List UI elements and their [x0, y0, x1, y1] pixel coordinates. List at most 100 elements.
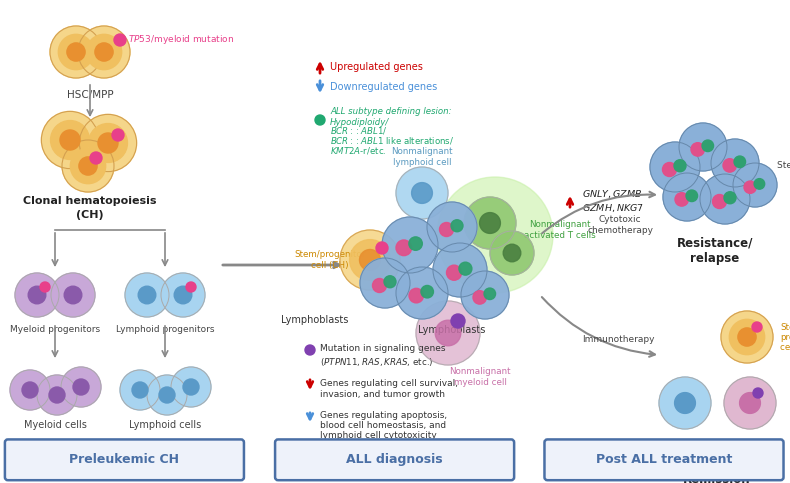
Circle shape [132, 382, 148, 398]
Circle shape [315, 115, 325, 125]
Circle shape [412, 183, 432, 203]
Text: Mutation in signaling genes: Mutation in signaling genes [320, 344, 446, 353]
Circle shape [675, 193, 688, 206]
Text: $\it{BCR::ABL1}$ like alterations/: $\it{BCR::ABL1}$ like alterations/ [330, 136, 454, 146]
Circle shape [37, 375, 77, 415]
Text: HSC/MPP: HSC/MPP [66, 90, 113, 100]
Circle shape [360, 258, 410, 308]
Circle shape [22, 382, 38, 398]
Circle shape [437, 177, 553, 293]
Text: Nonmalignant
lymphoid cell: Nonmalignant lymphoid cell [391, 147, 453, 167]
Text: Stem/
progenitor
cell (CH): Stem/ progenitor cell (CH) [780, 322, 790, 352]
Circle shape [90, 152, 102, 164]
Text: Stem/progenitor
cell (CH): Stem/progenitor cell (CH) [295, 250, 366, 270]
Circle shape [51, 121, 89, 159]
Circle shape [686, 190, 698, 201]
Circle shape [112, 129, 124, 141]
Circle shape [67, 43, 85, 61]
Circle shape [161, 273, 205, 317]
Text: $\bf{\it{GNLY, GZMB}}$
$\bf{\it{GZMH, NKG7}}$: $\bf{\it{GNLY, GZMB}}$ $\bf{\it{GZMH, NK… [582, 188, 644, 214]
Circle shape [416, 301, 480, 365]
Circle shape [125, 273, 169, 317]
Circle shape [171, 367, 211, 407]
Circle shape [73, 379, 89, 395]
Circle shape [147, 375, 187, 415]
Circle shape [70, 148, 106, 184]
Circle shape [61, 367, 101, 407]
Circle shape [340, 230, 400, 290]
Circle shape [663, 162, 676, 176]
Circle shape [421, 285, 434, 298]
Circle shape [724, 377, 776, 429]
Circle shape [183, 379, 199, 395]
Circle shape [28, 286, 46, 304]
Circle shape [95, 43, 113, 61]
Circle shape [396, 267, 448, 319]
Circle shape [461, 271, 509, 319]
Circle shape [159, 387, 175, 403]
Text: Lymphoid progenitors: Lymphoid progenitors [116, 325, 214, 334]
Text: ALL diagnosis: ALL diagnosis [346, 454, 443, 466]
Text: (CH): (CH) [76, 210, 103, 220]
Circle shape [484, 288, 495, 299]
Circle shape [459, 262, 472, 275]
Circle shape [64, 286, 82, 304]
Circle shape [659, 377, 711, 429]
Circle shape [15, 273, 59, 317]
Text: Nonmalignant
myeloid cell: Nonmalignant myeloid cell [719, 443, 781, 462]
Circle shape [711, 139, 759, 187]
Circle shape [58, 34, 94, 70]
Circle shape [433, 243, 487, 297]
Text: Cytotoxic
chemotherapy: Cytotoxic chemotherapy [587, 215, 653, 235]
Circle shape [120, 370, 160, 410]
Text: Downregulated genes: Downregulated genes [330, 82, 437, 92]
Circle shape [733, 163, 777, 207]
Text: Nonmalignant
myeloid cell: Nonmalignant myeloid cell [450, 367, 511, 387]
Circle shape [724, 192, 736, 204]
Text: Immunotherapy: Immunotherapy [581, 336, 654, 344]
Text: Resistance/
relapse: Resistance/ relapse [677, 237, 753, 265]
Text: $\it{TP53}$/myeloid mutation: $\it{TP53}$/myeloid mutation [128, 33, 234, 46]
Text: invasion, and tumor growth: invasion, and tumor growth [320, 390, 445, 399]
Circle shape [490, 231, 534, 275]
Circle shape [409, 237, 423, 250]
Text: $\it{BCR::ABL1/}$: $\it{BCR::ABL1/}$ [330, 126, 387, 137]
FancyBboxPatch shape [275, 440, 514, 480]
Circle shape [721, 311, 773, 363]
Circle shape [78, 26, 130, 78]
Text: Hypodiploidy/: Hypodiploidy/ [330, 118, 389, 127]
Circle shape [305, 345, 315, 355]
Text: Myeloid progenitors: Myeloid progenitors [10, 325, 100, 334]
Circle shape [409, 288, 423, 303]
Text: $\it{KMT2A}$-r/etc.: $\it{KMT2A}$-r/etc. [330, 145, 386, 156]
Circle shape [702, 140, 713, 152]
Circle shape [754, 179, 765, 189]
Circle shape [376, 242, 388, 254]
Circle shape [700, 174, 750, 224]
Circle shape [382, 217, 438, 273]
Circle shape [723, 159, 736, 172]
Circle shape [480, 213, 500, 233]
Circle shape [691, 142, 705, 156]
Text: Nonmalignant
lymphoid cell: Nonmalignant lymphoid cell [654, 443, 716, 462]
Text: Myeloid cells: Myeloid cells [24, 420, 86, 430]
FancyBboxPatch shape [544, 440, 784, 480]
Text: Lymphoblasts: Lymphoblasts [281, 315, 348, 325]
Circle shape [40, 282, 50, 292]
Text: Preleukemic CH: Preleukemic CH [70, 454, 179, 466]
Text: lymphoid cell cytotoxicity: lymphoid cell cytotoxicity [320, 431, 437, 440]
Circle shape [738, 328, 756, 346]
Circle shape [503, 244, 521, 262]
Circle shape [679, 123, 727, 171]
Circle shape [51, 273, 95, 317]
Circle shape [752, 322, 762, 332]
Circle shape [650, 142, 700, 192]
Circle shape [359, 250, 381, 270]
Circle shape [114, 34, 126, 46]
Text: Genes regulating cell survival,: Genes regulating cell survival, [320, 379, 458, 388]
Circle shape [744, 181, 756, 193]
Circle shape [675, 393, 695, 413]
Circle shape [435, 320, 461, 346]
Text: Lymphoblasts: Lymphoblasts [418, 325, 485, 335]
Text: blood cell homeostasis, and: blood cell homeostasis, and [320, 421, 446, 430]
